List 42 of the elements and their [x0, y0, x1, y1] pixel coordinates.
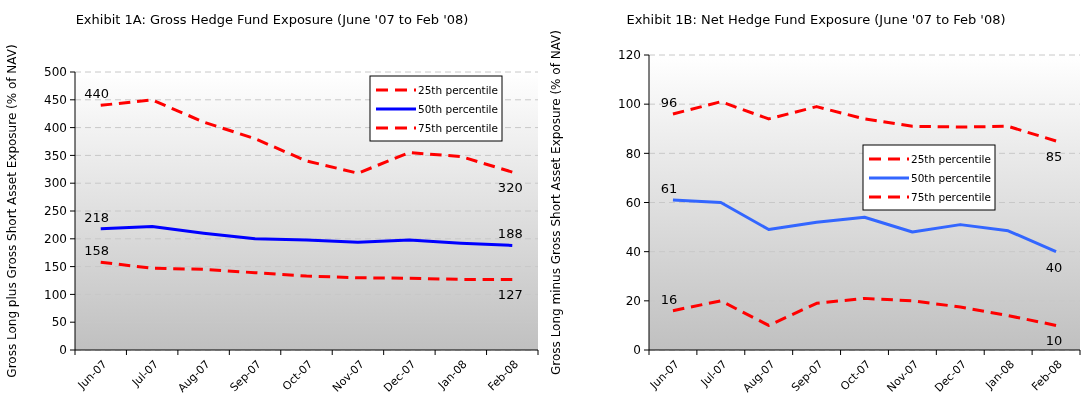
y-tick-label: 100	[44, 287, 67, 302]
data-label: 10	[1045, 333, 1063, 349]
chart-title: Exhibit 1B: Net Hedge Fund Exposure (June '07 to Feb '08)	[626, 12, 1006, 27]
legend-label: 75th percentile	[418, 121, 498, 134]
data-label: 188	[497, 226, 523, 242]
y-tick-label: 150	[44, 259, 67, 274]
y-tick-label: 500	[44, 65, 67, 80]
legend-label: 75th percentile	[911, 190, 991, 203]
y-tick-label: 60	[625, 195, 641, 210]
y-tick-label: 400	[44, 120, 67, 135]
data-label: 320	[497, 180, 523, 196]
legend-label: 25th percentile	[418, 83, 498, 96]
y-tick-label: 0	[633, 343, 641, 358]
data-label: 85	[1045, 149, 1063, 165]
legend-label: 50th percentile	[911, 171, 991, 184]
y-tick-label: 80	[625, 146, 641, 161]
y-tick-label: 20	[625, 294, 641, 309]
y-tick-label: 450	[44, 93, 67, 107]
y-tick-label: 300	[44, 176, 67, 191]
y-tick-label: 40	[625, 244, 641, 259]
legend-label: 25th percentile	[911, 152, 991, 165]
data-label: 61	[660, 181, 678, 197]
data-label: 96	[660, 95, 678, 110]
data-label: 40	[1045, 259, 1063, 275]
y-tick-label: 50	[51, 315, 67, 330]
y-axis-title: Gross Long plus Gross Short Asset Exposure (% of NAV)	[5, 44, 19, 378]
chart-title: Exhibit 1A: Gross Hedge Fund Exposure (June '07 to Feb '08)	[75, 12, 469, 27]
y-tick-label: 100	[618, 97, 641, 112]
y-tick-label: 200	[44, 232, 67, 246]
y-tick-label: 350	[44, 148, 67, 163]
data-label: 16	[660, 291, 678, 307]
y-tick-label: 120	[618, 48, 641, 63]
data-label: 218	[84, 209, 110, 225]
data-label: 440	[84, 86, 110, 102]
line-series	[99, 98, 514, 175]
y-axis-title: Gross Long minus Gross Short Asset Exposure (% of NAV)	[549, 30, 563, 375]
legend-label: 50th percentile	[418, 102, 498, 115]
line-series	[99, 260, 514, 281]
y-tick-label: 250	[44, 204, 67, 219]
data-label: 158	[84, 243, 110, 259]
data-label: 127	[497, 287, 523, 303]
y-tick-label: 0	[59, 343, 67, 358]
